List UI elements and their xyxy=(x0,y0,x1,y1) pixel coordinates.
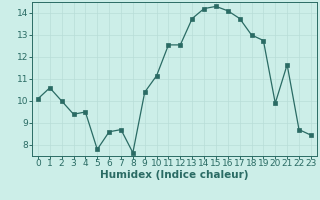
X-axis label: Humidex (Indice chaleur): Humidex (Indice chaleur) xyxy=(100,170,249,180)
